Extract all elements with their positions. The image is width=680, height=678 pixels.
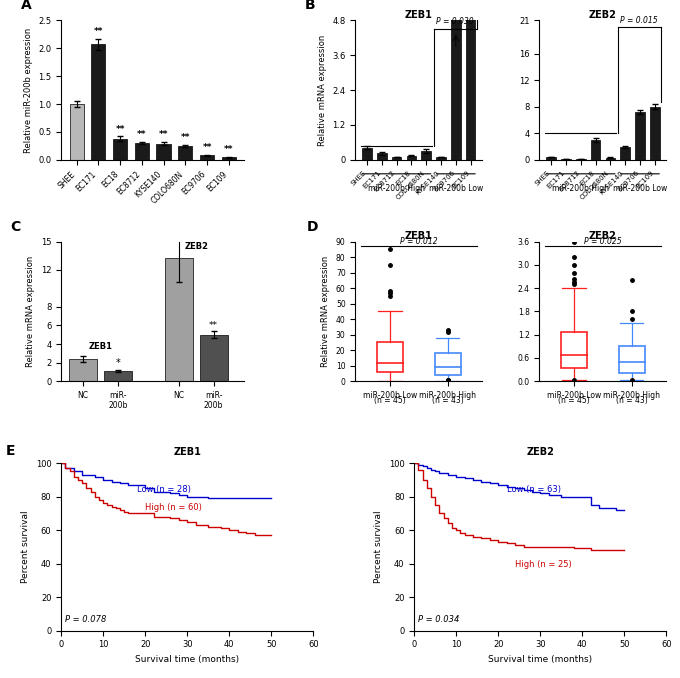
Text: **: ** — [181, 133, 190, 142]
Bar — [620, 147, 630, 160]
Title: ZEB2: ZEB2 — [589, 9, 617, 20]
X-axis label: Survival time (months): Survival time (months) — [488, 655, 592, 664]
Bar — [451, 0, 460, 160]
Bar — [362, 148, 372, 160]
Y-axis label: Percent survival: Percent survival — [374, 511, 384, 583]
Bar — [392, 157, 401, 160]
Text: P = 0.012: P = 0.012 — [400, 237, 438, 245]
Text: High (n = 25): High (n = 25) — [515, 560, 572, 569]
Text: miR-200b Low: miR-200b Low — [428, 184, 483, 193]
Text: **: ** — [202, 143, 211, 152]
Bar — [156, 144, 171, 160]
Text: P = 0.078: P = 0.078 — [65, 615, 107, 624]
Bar — [561, 159, 571, 160]
Bar — [407, 155, 416, 160]
Bar — [178, 146, 192, 160]
Text: **: ** — [224, 144, 233, 154]
Y-axis label: Relative mRNA expression: Relative mRNA expression — [27, 256, 35, 367]
Text: P = 0.015: P = 0.015 — [620, 16, 658, 25]
Text: E: E — [5, 443, 15, 458]
Bar — [222, 157, 236, 160]
Title: ZEB2: ZEB2 — [526, 447, 554, 457]
Bar — [576, 159, 585, 160]
Bar — [377, 153, 387, 160]
Text: (n = 45): (n = 45) — [374, 396, 406, 405]
Bar — [165, 258, 193, 381]
Y-axis label: Relative mRNA expression: Relative mRNA expression — [322, 256, 330, 367]
Bar — [377, 342, 403, 372]
Y-axis label: Relative mRNA expression: Relative mRNA expression — [318, 35, 326, 146]
Text: **: ** — [137, 130, 147, 139]
Text: **: ** — [94, 27, 103, 36]
Text: B: B — [305, 0, 315, 12]
Bar — [635, 112, 645, 160]
Text: P = 0.034: P = 0.034 — [418, 615, 460, 624]
Bar — [200, 155, 214, 160]
Text: P = 0.030: P = 0.030 — [437, 17, 474, 26]
Text: Low (n = 63): Low (n = 63) — [507, 485, 561, 494]
Text: Low (n = 28): Low (n = 28) — [137, 485, 190, 494]
Bar — [103, 371, 132, 381]
Bar — [605, 157, 615, 160]
X-axis label: Survival time (months): Survival time (months) — [135, 655, 239, 664]
Text: **: ** — [116, 125, 125, 134]
Bar — [113, 139, 127, 160]
Title: ZEB1: ZEB1 — [405, 9, 432, 20]
Bar — [422, 151, 431, 160]
Bar — [546, 157, 556, 160]
Bar — [436, 157, 446, 160]
Text: miR-200b High: miR-200b High — [552, 184, 609, 193]
Text: (n = 45): (n = 45) — [558, 395, 590, 405]
Bar — [135, 143, 149, 160]
Bar — [199, 335, 228, 381]
Bar — [69, 359, 97, 381]
Title: ZEB1: ZEB1 — [173, 447, 201, 457]
Bar — [561, 332, 587, 367]
Bar — [591, 140, 600, 160]
Bar — [650, 106, 660, 160]
Bar — [466, 6, 475, 160]
Y-axis label: Relative miR-200b expression: Relative miR-200b expression — [24, 28, 33, 153]
Text: (n = 43): (n = 43) — [432, 396, 464, 405]
Text: (n = 43): (n = 43) — [616, 395, 647, 405]
Text: **: ** — [159, 130, 169, 139]
Text: *: * — [116, 359, 120, 368]
Text: miR-200b Low: miR-200b Low — [613, 184, 667, 193]
Title: ZEB2: ZEB2 — [589, 231, 617, 241]
Text: **: ** — [209, 321, 218, 330]
Text: ZEB1: ZEB1 — [88, 342, 112, 351]
Bar — [435, 353, 460, 375]
Y-axis label: Percent survival: Percent survival — [21, 511, 30, 583]
Text: ZEB2: ZEB2 — [184, 242, 208, 251]
Text: P = 0.025: P = 0.025 — [584, 237, 622, 245]
Bar — [69, 104, 84, 160]
Bar — [619, 346, 645, 374]
Text: miR-200b High: miR-200b High — [368, 184, 425, 193]
Text: D: D — [307, 220, 319, 233]
Title: ZEB1: ZEB1 — [405, 231, 432, 241]
Text: High (n = 60): High (n = 60) — [146, 503, 202, 512]
Text: C: C — [10, 220, 20, 233]
Text: A: A — [21, 0, 32, 12]
Bar — [91, 44, 105, 160]
